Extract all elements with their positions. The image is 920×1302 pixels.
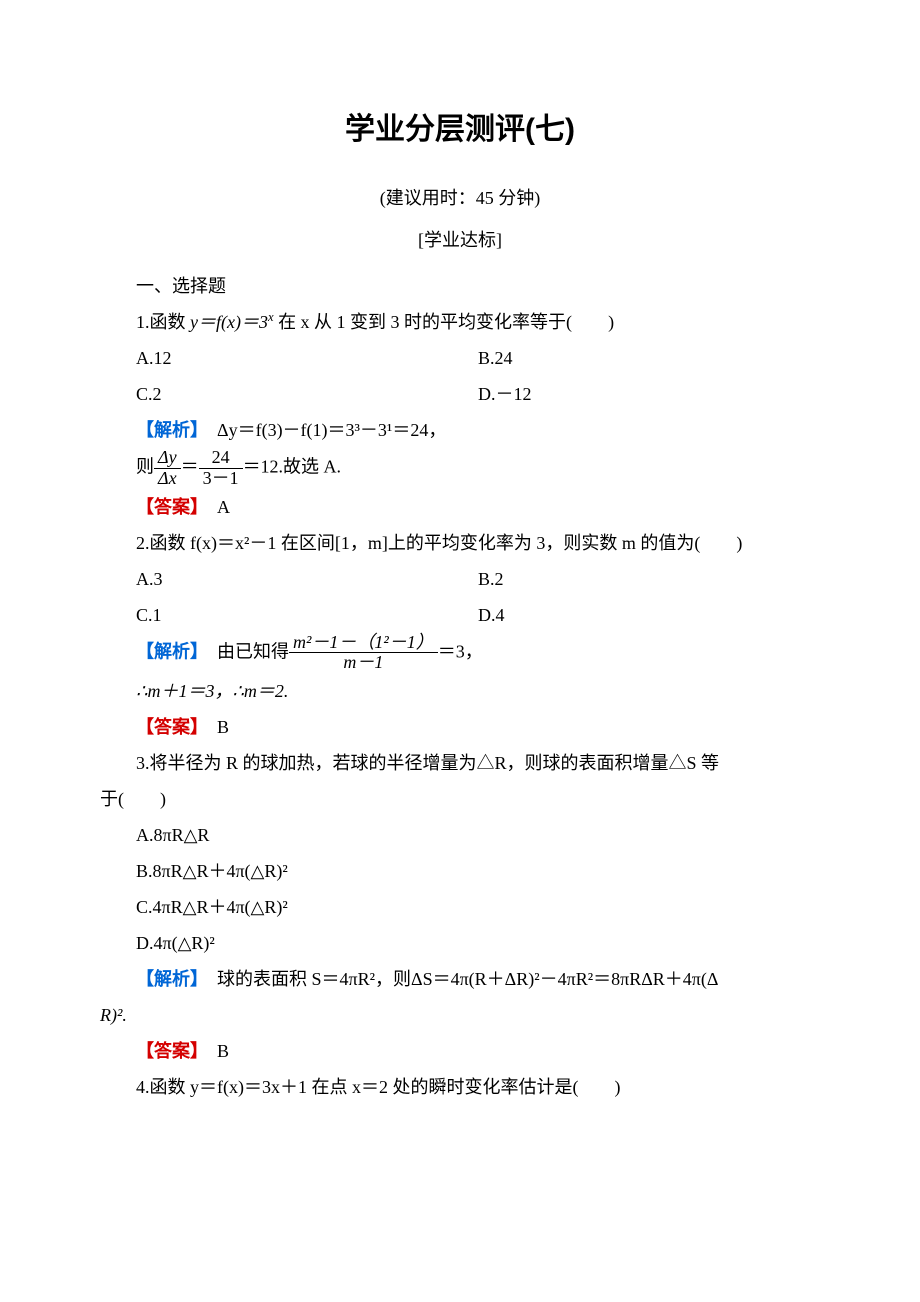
q2-option-b: B.2 [478, 561, 820, 597]
q3-option-b: B.8πR△R＋4π(△R)² [100, 853, 820, 889]
q1-frac2: 243－1 [199, 448, 243, 489]
q1-answer: 【答案】 A [100, 489, 820, 525]
q1-frac1-den: Δx [158, 468, 177, 488]
answer-label: 【答案】 [136, 717, 199, 737]
q1-frac-eq: ＝ [181, 456, 199, 476]
q1-frac1-num: Δy [158, 447, 177, 467]
q1-analysis-frac: 则ΔyΔx＝243－1＝12.故选 A. [100, 448, 820, 489]
q1-stem-mid: 在 x 从 1 变到 3 时的平均变化率等于( [274, 312, 573, 332]
q3-option-d: D.4π(△R)² [100, 925, 820, 961]
q3-option-a: A.8πR△R [100, 817, 820, 853]
q1-answer-value: A [217, 497, 230, 517]
q1-option-b: B.24 [478, 340, 820, 376]
q3-stem-line1: 3.将半径为 R 的球加热，若球的半径增量为△R，则球的表面积增量△S 等 [100, 745, 820, 781]
q3-answer-value: B [217, 1041, 229, 1061]
q3-answer: 【答案】 B [100, 1033, 820, 1069]
q1-stem-eq: y＝f(x)＝3 [190, 312, 268, 332]
q2-stem: 2.函数 f(x)＝x²－1 在区间[1，m]上的平均变化率为 3，则实数 m … [100, 525, 820, 561]
answer-label: 【答案】 [136, 497, 199, 517]
q1-options-row1: A.12 B.24 [100, 340, 820, 376]
q1-frac-suffix: ＝12.故选 A. [243, 456, 342, 476]
section-heading: 一、选择题 [100, 268, 820, 304]
q1-option-c: C.2 [136, 376, 478, 412]
q1-frac1: ΔyΔx [154, 448, 181, 489]
q3-analysis-l2: R)². [100, 997, 820, 1033]
q2-option-d: D.4 [478, 597, 820, 633]
q2-options-row2: C.1 D.4 [100, 597, 820, 633]
q2-options-row1: A.3 B.2 [100, 561, 820, 597]
q2-answer-value: B [217, 717, 229, 737]
section-label: [学业达标] [100, 222, 820, 258]
q3-analysis-l1: 【解析】 球的表面积 S＝4πR²，则ΔS＝4π(R＋ΔR)²－4πR²＝8πR… [100, 961, 820, 997]
q3-option-c: C.4πR△R＋4π(△R)² [100, 889, 820, 925]
q3-analysis-text2: R)². [100, 1005, 127, 1025]
page-title: 学业分层测评(七) [100, 100, 820, 160]
q4-stem: 4.函数 y＝f(x)＝3x＋1 在点 x＝2 处的瞬时变化率估计是( ) [100, 1069, 820, 1105]
analysis-label: 【解析】 [136, 969, 199, 989]
q1-frac-prefix: 则 [136, 456, 154, 476]
q2-frac: m²－1－（1²－1）m－1 [289, 633, 438, 674]
answer-label: 【答案】 [136, 1041, 199, 1061]
q1-option-d: D.－12 [478, 376, 820, 412]
q2-stem-text: 2.函数 f(x)＝x²－1 在区间[1，m]上的平均变化率为 3，则实数 m … [136, 533, 742, 553]
q1-frac2-den: 3－1 [199, 469, 243, 489]
q2-option-a: A.3 [136, 561, 478, 597]
q2-conclusion: ∴m＋1＝3，∴m＝2. [100, 673, 820, 709]
q2-frac-den: m－1 [343, 652, 383, 672]
q2-analysis: 【解析】 由已知得m²－1－（1²－1）m－1＝3， [100, 633, 820, 674]
analysis-label: 【解析】 [136, 420, 199, 440]
time-suggestion: (建议用时：45 分钟) [100, 180, 820, 216]
q1-stem-post: ) [608, 312, 614, 332]
q1-options-row2: C.2 D.－12 [100, 376, 820, 412]
q2-analysis-pre: 由已知得 [217, 641, 289, 661]
q1-stem-pre: 1.函数 [136, 312, 190, 332]
q1-frac2-num: 24 [199, 448, 243, 469]
q2-conclusion-text: ∴m＋1＝3，∴m＝2. [136, 681, 288, 701]
q2-analysis-post: ＝3， [438, 641, 483, 661]
analysis-label: 【解析】 [136, 641, 199, 661]
q2-frac-num: m²－1－（1²－1） [293, 632, 434, 652]
q1-stem: 1.函数 y＝f(x)＝3x 在 x 从 1 变到 3 时的平均变化率等于( ) [100, 304, 820, 340]
q3-analysis-text1: 球的表面积 S＝4πR²，则ΔS＝4π(R＋ΔR)²－4πR²＝8πRΔR＋4π… [217, 969, 718, 989]
page: 学业分层测评(七) (建议用时：45 分钟) [学业达标] 一、选择题 1.函数… [0, 0, 920, 1302]
q1-option-a: A.12 [136, 340, 478, 376]
q2-answer: 【答案】 B [100, 709, 820, 745]
q3-stem-line2: 于( ) [100, 781, 820, 817]
q1-analysis-text: Δy＝f(3)－f(1)＝3³－3¹＝24， [217, 420, 446, 440]
q1-analysis: 【解析】 Δy＝f(3)－f(1)＝3³－3¹＝24， [100, 412, 820, 448]
q2-option-c: C.1 [136, 597, 478, 633]
